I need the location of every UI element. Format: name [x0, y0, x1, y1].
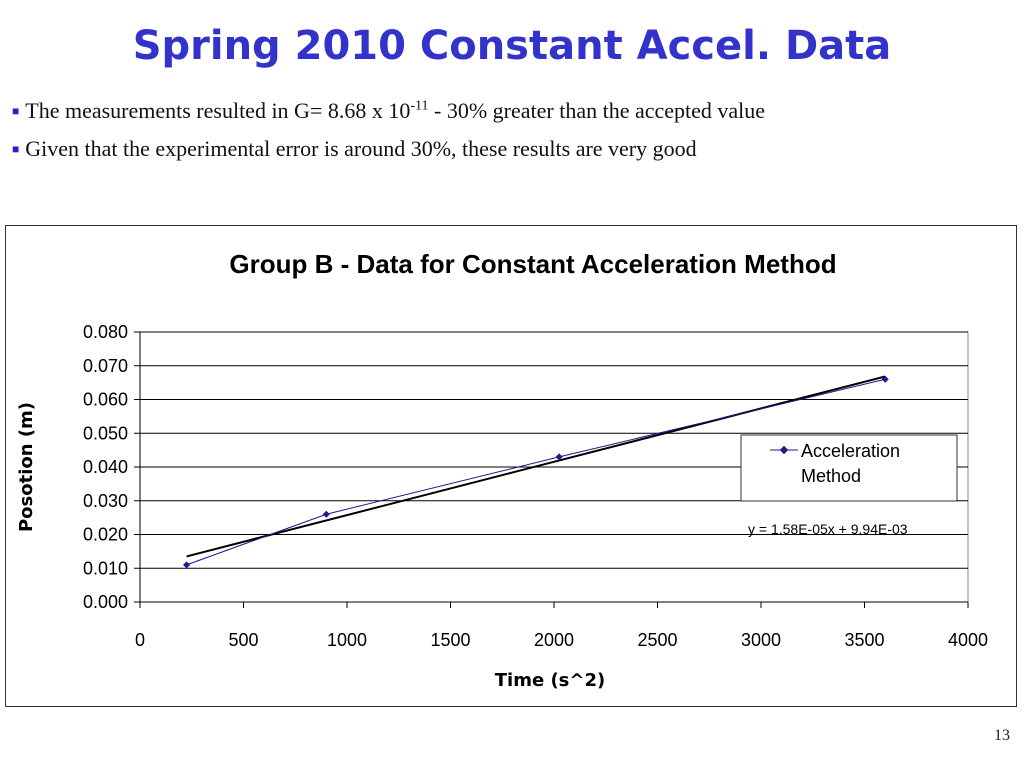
y-tick-label: 0.050 — [83, 423, 128, 443]
y-tick-label: 0.070 — [83, 356, 128, 376]
legend-label-line1: Acceleration — [801, 441, 900, 461]
data-point — [183, 561, 191, 569]
y-axis-label: Posotion (m) — [16, 402, 37, 532]
data-point — [881, 375, 889, 383]
bullet-item: ■ The measurements resulted in G= 8.68 x… — [12, 98, 1017, 136]
data-point — [322, 510, 330, 518]
y-tick-label: 0.020 — [83, 525, 128, 545]
bullet-text: The measurements resulted in G= 8.68 x 1… — [25, 98, 765, 124]
axes: 0.000 0.010 0.020 0.030 0.040 0.050 0.060 0.070… — [83, 322, 988, 650]
slide-title: Spring 2010 Constant Accel. Data — [132, 23, 892, 69]
y-tick-label: 0.060 — [83, 390, 128, 410]
x-tick-label: 1000 — [327, 630, 367, 650]
bullet-exponent: -11 — [410, 98, 429, 114]
bullet-text-tail: - 30% greater than the accepted value — [428, 98, 766, 123]
bullet-text: Given that the experimental error is aro… — [25, 136, 696, 162]
y-tick-label: 0.080 — [83, 322, 128, 342]
series-line — [186, 378, 886, 566]
bullet-text-main: The measurements resulted in G= 8.68 x 1… — [25, 98, 411, 123]
bullet-item: ■ Given that the experimental error is a… — [12, 136, 1017, 174]
chart-frame — [5, 225, 1017, 707]
y-tick-label: 0.040 — [83, 457, 128, 477]
page-number: 13 — [994, 727, 1010, 744]
y-tick-label: 0.030 — [83, 491, 128, 511]
x-tick-label: 2500 — [637, 630, 677, 650]
gridlines — [139, 331, 969, 603]
bullet-text-main: Given that the experimental error is aro… — [25, 136, 697, 161]
chart-title: Group B - Data for Constant Acceleration… — [229, 249, 836, 279]
bullet-square-icon: ■ — [12, 104, 20, 118]
data-point — [555, 453, 563, 461]
x-tick-label: 2000 — [534, 630, 574, 650]
series — [183, 375, 889, 569]
trendline-equation: y = 1.58E-05x + 9.94E-03 — [748, 521, 908, 537]
x-tick-label: 3500 — [844, 630, 884, 650]
x-tick-label: 3000 — [741, 630, 781, 650]
legend-box — [740, 434, 958, 502]
bullet-list: ■ The measurements resulted in G= 8.68 x… — [12, 98, 1017, 174]
x-tick-label: 4000 — [948, 630, 988, 650]
x-tick-label: 0 — [135, 630, 145, 650]
x-tick-label: 500 — [228, 630, 258, 650]
legend: Acceleration Method — [740, 434, 958, 502]
y-tick-label: 0.000 — [83, 592, 128, 612]
x-tick-label: 1500 — [430, 630, 470, 650]
legend-series-marker — [779, 445, 789, 455]
x-axis-label: Time (s^2) — [495, 670, 605, 691]
bullet-square-icon: ■ — [12, 142, 20, 156]
legend-label-line2: Method — [801, 466, 861, 486]
y-tick-label: 0.010 — [83, 558, 128, 578]
